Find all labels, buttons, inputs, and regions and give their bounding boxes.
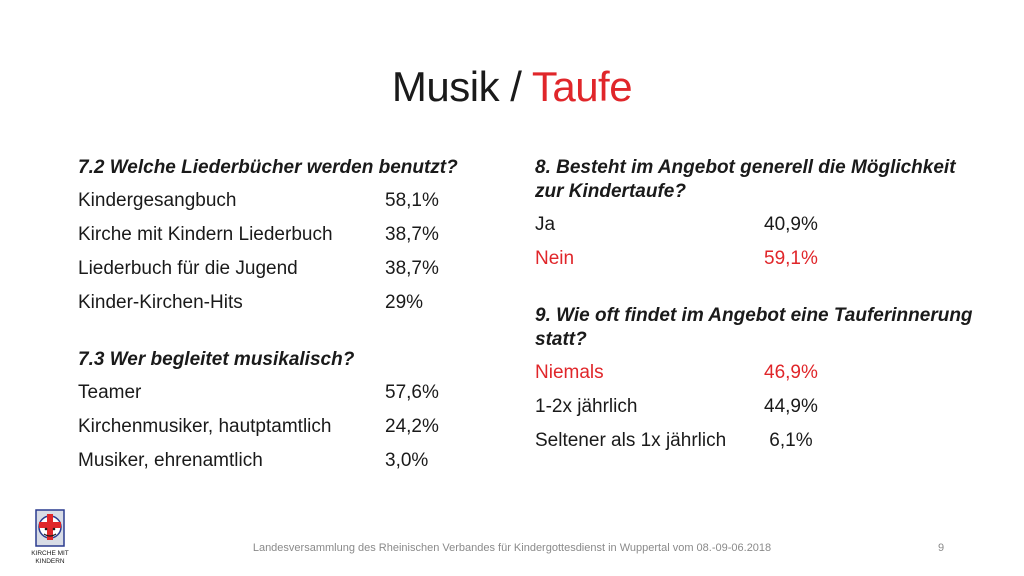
kirche-mit-kindern-logo: KIRCHE MIT KINDERN xyxy=(31,509,69,565)
question-9: 9. Wie oft findet im Angebot eine Taufer… xyxy=(535,305,973,350)
answer-value: 58,1% xyxy=(385,190,439,211)
answer-label: Kinder-Kirchen-Hits xyxy=(78,292,243,313)
answer-row: Kinder-Kirchen-Hits 29% xyxy=(78,286,478,320)
page-number: 9 xyxy=(938,542,945,554)
footer-text: Landesversammlung des Rheinischen Verban… xyxy=(252,542,772,554)
answer-row: Kindergesangbuch 58,1% xyxy=(78,184,478,218)
answer-row: Seltener als 1x jährlich 6,1% xyxy=(535,424,975,458)
answer-row: Kirche mit Kindern Liederbuch 38,7% xyxy=(78,218,478,252)
question-7-2: 7.2 Welche Liederbücher werden benutzt? xyxy=(78,157,458,178)
answer-value: 38,7% xyxy=(385,258,439,279)
slide-title-accent: Taufe xyxy=(531,63,633,110)
answer-label: Teamer xyxy=(78,382,142,403)
answer-row-highlight: Nein 59,1% xyxy=(535,242,975,276)
answer-value: 24,2% xyxy=(385,416,439,437)
answer-row: Kirchenmusiker, hautptamtlich 24,2% xyxy=(78,410,478,444)
answer-label: Kirchenmusiker, hautptamtlich xyxy=(78,416,332,437)
answer-label: Nein xyxy=(535,248,575,269)
answer-row-highlight: Niemals 46,9% xyxy=(535,356,975,390)
answer-row: Ja 40,9% xyxy=(535,208,975,242)
answer-row: 1-2x jährlich 44,9% xyxy=(535,390,975,424)
answer-row: Musiker, ehrenamtlich 3,0% xyxy=(78,444,478,478)
answer-value: 6,1% xyxy=(764,430,813,451)
answer-label: Liederbuch für die Jugend xyxy=(78,258,298,279)
right-column: 8. Besteht im Angebot generell die Mögli… xyxy=(535,156,975,458)
answer-label: Kirche mit Kindern Liederbuch xyxy=(78,224,333,245)
left-column: 7.2 Welche Liederbücher werden benutzt? … xyxy=(78,156,478,478)
answer-label: Seltener als 1x jährlich xyxy=(535,430,727,451)
answer-row: Teamer 57,6% xyxy=(78,376,478,410)
answer-value: 57,6% xyxy=(385,382,439,403)
answer-label: 1-2x jährlich xyxy=(535,396,638,417)
answer-label: Ja xyxy=(535,214,556,235)
answer-value: 38,7% xyxy=(385,224,439,245)
answer-value: 40,9% xyxy=(764,214,818,235)
answer-label: Musiker, ehrenamtlich xyxy=(78,450,263,471)
svg-text:KINDERN: KINDERN xyxy=(35,558,65,565)
answer-value: 29% xyxy=(385,292,424,313)
question-8: 8. Besteht im Angebot generell die Mögli… xyxy=(535,157,956,202)
answer-value: 44,9% xyxy=(764,396,818,417)
svg-text:KIRCHE MIT: KIRCHE MIT xyxy=(31,550,69,557)
answer-label: Kindergesangbuch xyxy=(78,190,237,211)
question-7-3: 7.3 Wer begleitet musikalisch? xyxy=(78,349,355,370)
slide-title-main: Musik / xyxy=(391,63,532,110)
answer-value: 59,1% xyxy=(764,248,818,269)
answer-row: Liederbuch für die Jugend 38,7% xyxy=(78,252,478,286)
slide-title: Musik / Taufe xyxy=(0,62,1024,112)
answer-value: 3,0% xyxy=(385,450,429,471)
answer-label: Niemals xyxy=(535,362,604,383)
answer-value: 46,9% xyxy=(764,362,818,383)
